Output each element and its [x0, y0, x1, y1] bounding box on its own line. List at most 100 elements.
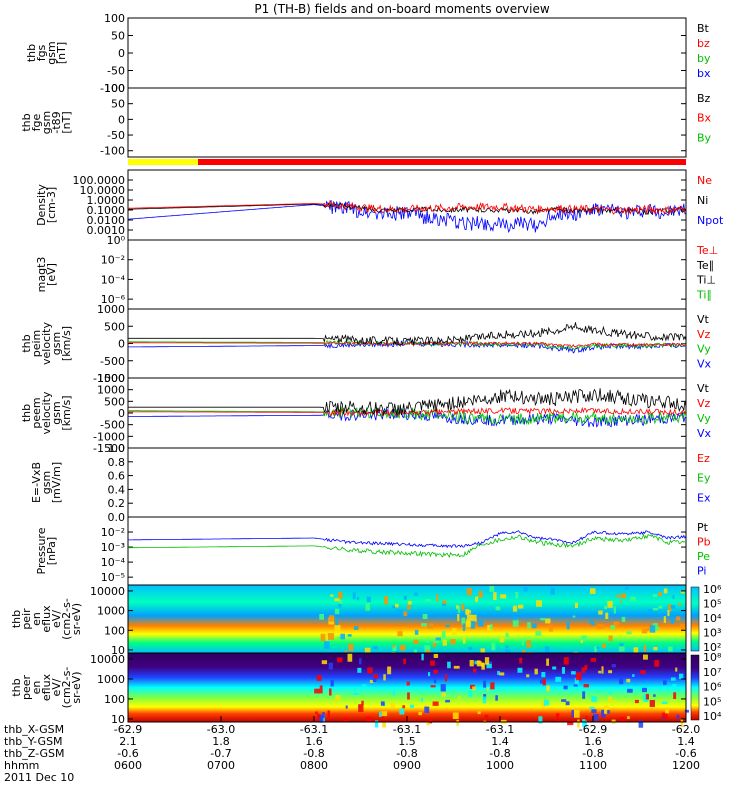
magt3-frame [127, 239, 687, 310]
magt3-ytick-label: 10⁰ [107, 234, 126, 247]
peem-ytick-label: -1000 [93, 430, 125, 443]
peer-ytick-label: 10000 [90, 653, 125, 666]
density-series-Ne [128, 199, 686, 216]
pressure-ytick-label: 10⁻³ [101, 541, 125, 554]
footer-value: -62.9 [114, 723, 142, 736]
footer-value: -0.6 [117, 747, 138, 760]
peir-colorbar-label: 10⁴ [703, 612, 722, 625]
density-frame [127, 169, 687, 241]
peem-ytick-label: -1500 [93, 442, 125, 455]
availability-bar-red [198, 159, 686, 165]
peim-series-Vz [128, 341, 687, 348]
density-ytick-label: 0.0100 [87, 214, 126, 227]
fge-legend-0: Bz [697, 92, 711, 105]
peer-colorbar-label: 10⁵ [703, 695, 721, 708]
peem-legend-2: Vy [697, 412, 711, 425]
footer-value: -63.1 [486, 723, 514, 736]
peem-ylabel: gsm [50, 401, 63, 424]
fge-ylabel: [nT] [60, 111, 73, 133]
peem-legend-3: Vx [697, 427, 712, 440]
footer-value: 1.5 [398, 735, 416, 748]
pressure-legend-2: Pe [697, 550, 710, 563]
pressure-series-Pe [127, 533, 687, 559]
peim-ytick-label: -500 [100, 355, 125, 368]
chart-title: P1 (TH-B) fields and on-board moments ov… [254, 2, 550, 16]
pressure-ylabel: [nPa] [45, 537, 58, 565]
peer-colorbar-label: 10⁶ [703, 681, 722, 694]
efield-ytick-label: 0.4 [108, 483, 126, 496]
peem-ytick-label: 0 [118, 407, 125, 420]
magt3-ytick-label: 10⁻⁴ [101, 273, 126, 286]
fge-ylabel: fge [30, 113, 43, 131]
availability-bar-yellow [128, 159, 198, 165]
footer-value: -63.0 [207, 723, 235, 736]
pressure-ylabel: Pressure [35, 527, 48, 574]
peir-colorbar-label: 10⁵ [703, 598, 721, 611]
density-series-Ni [128, 201, 687, 215]
efield-ytick-label: 0.8 [108, 456, 126, 469]
peer-ylabel: sr-eV) [70, 671, 83, 703]
peer-ytick-label: 1000 [97, 673, 125, 686]
fge-ytick-label: 0 [118, 113, 125, 126]
efield-legend-1: Ey [697, 472, 711, 485]
peem-series-Vx [128, 407, 687, 428]
footer-value: -0.7 [210, 747, 231, 760]
footer-value: -0.8 [396, 747, 417, 760]
fge-ytick-label: -50 [107, 129, 125, 142]
fgs-ylabel: [nT] [55, 42, 68, 64]
peer-colorbar-label: 10⁴ [703, 710, 722, 723]
efield-legend-0: Ez [697, 452, 710, 465]
efield-ytick-label: 0.6 [108, 470, 126, 483]
pressure-legend-1: Pb [697, 536, 711, 549]
peir-ytick-label: 100 [104, 624, 125, 637]
data-availability-bar [128, 159, 686, 165]
peir-ylabel: sr-eV) [70, 603, 83, 635]
footer-value: 1.8 [212, 735, 230, 748]
efield-frame [127, 447, 687, 518]
fgs-frame [127, 17, 687, 89]
peem-ytick-label: -500 [100, 419, 125, 432]
peer-colorbar-label: 10⁸ [703, 651, 722, 664]
fge-ylabel: gsm [40, 111, 53, 134]
panel-peim: 1000 500 0 -500 -1000 thbpeimvelocitygsm[km/s… [20, 303, 712, 385]
panels-group: 100500-50-100thbfgsgsm[nT]Btbzbybx100500… [10, 12, 724, 728]
peir-ytick-label: 1000 [97, 605, 125, 618]
peer-ylabel: (cm2-s- [60, 667, 73, 709]
peem-series-Vy [128, 406, 687, 426]
efield-ytick-label: 0.2 [108, 497, 126, 510]
density-ytick-label: 0.1000 [87, 204, 126, 217]
peim-legend-3: Vx [697, 357, 712, 370]
efield-ytick-label: 1.0 [108, 442, 126, 455]
peim-legend-1: Vz [697, 328, 711, 341]
panel-peem: 150010005000-500-1000-1500thbpeemvelocit… [20, 372, 712, 455]
footer-label: thb_Y-GSM [4, 735, 63, 748]
peir-spectrogram [128, 585, 686, 653]
fge-legend-2: By [697, 131, 712, 144]
pressure-ytick-label: 10⁻⁵ [101, 571, 125, 584]
peem-ylabel: thb [20, 404, 33, 422]
peer-ylabel: eflux [40, 673, 53, 701]
footer-value: 1100 [579, 759, 607, 772]
peer-ylabel: thb [10, 678, 23, 696]
peem-series-Vt [128, 388, 687, 416]
magt3-ytick-label: 10⁻² [101, 254, 125, 267]
fgs-ytick-label: -50 [107, 65, 125, 78]
footer-value: 0900 [393, 759, 421, 772]
footer-value: -62.0 [672, 723, 700, 736]
peir-ylabel: (cm2-s- [60, 598, 73, 640]
density-ylabel: [cm-3] [45, 187, 58, 223]
peem-ytick-label: 500 [104, 395, 125, 408]
peem-ylabel: [km/s] [60, 395, 73, 430]
peem-legend-1: Vz [697, 397, 711, 410]
density-ytick-label: 100.0000 [73, 174, 126, 187]
peer-colorbar [690, 654, 700, 721]
peim-ytick-label: 0 [118, 338, 125, 351]
peer-ylabel: en [30, 681, 43, 695]
efield-ytick-label: 0.0 [108, 511, 126, 524]
